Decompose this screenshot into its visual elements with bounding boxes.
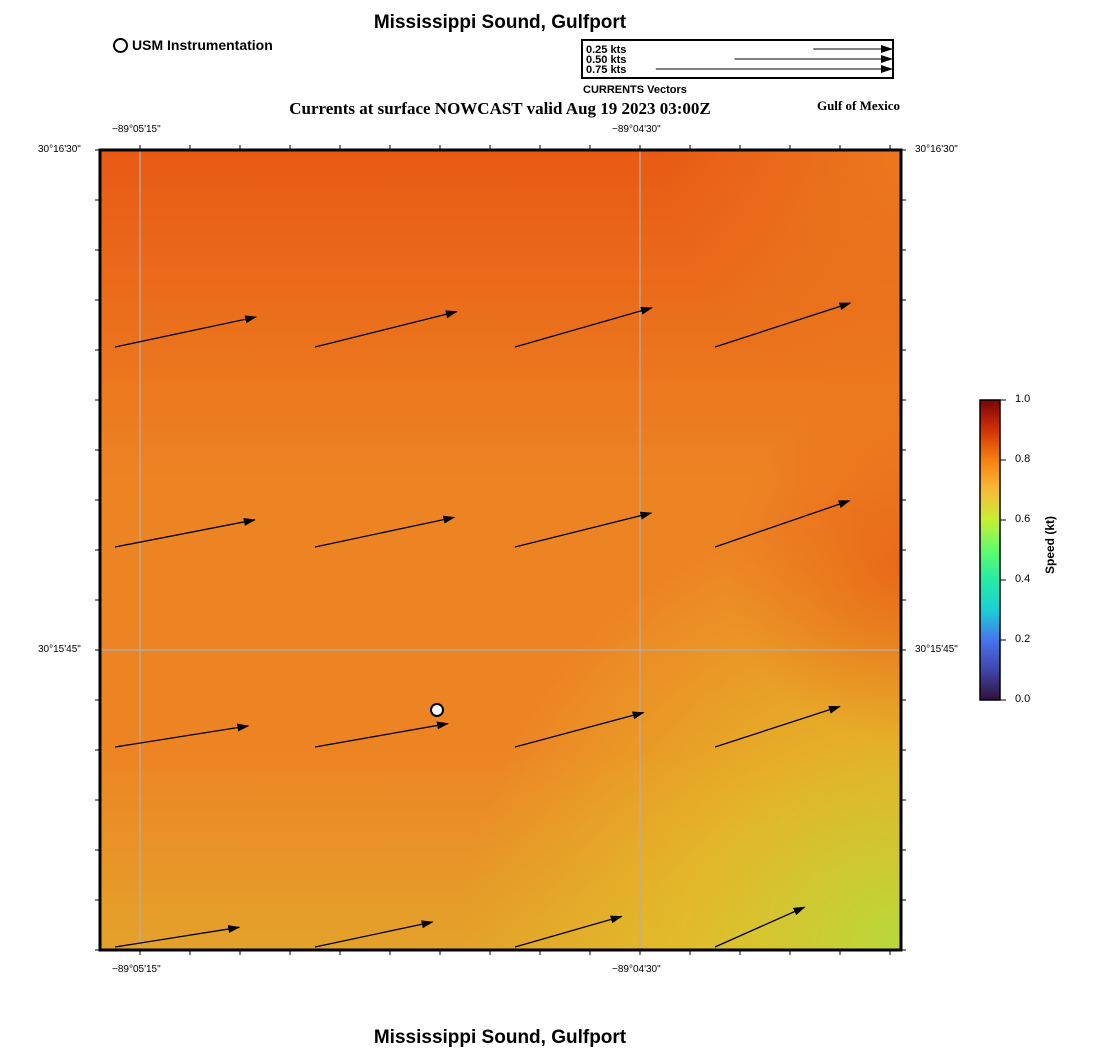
current-vector: [714, 302, 852, 348]
current-vector: [114, 723, 250, 748]
colorbar-tick-3: 0.6: [1015, 513, 1031, 525]
colorbar-label: Speed (kt): [1043, 516, 1057, 575]
lon-label-bottom-1: −89°05'15": [112, 964, 161, 975]
usm-station-marker[interactable]: [430, 703, 444, 717]
station-legend-label: USM Instrumentation: [132, 37, 273, 53]
lat-label-right-2: 30°15'45": [915, 644, 958, 655]
map-frame: [98, 148, 903, 952]
colorbar-ticks: [1000, 399, 1006, 701]
speed-field-corner: [100, 150, 901, 950]
colorbar-tick-1: 1.0: [1015, 393, 1031, 405]
current-vector: [314, 721, 449, 748]
map-title: Mississippi Sound, Gulfport: [373, 12, 627, 33]
current-vector: [514, 511, 653, 548]
vector-legend: 0.25 kts 0.50 kts 0.75 kts: [581, 39, 894, 79]
vector-legend-label-1: 0.25 kts: [586, 44, 627, 56]
colorbar-tick-2: 0.8: [1015, 453, 1031, 465]
colorbar-tick-4: 0.4: [1015, 573, 1031, 585]
region-label: Gulf of Mexico: [816, 98, 900, 113]
map-subtitle: Currents at surface NOWCAST valid Aug 19…: [289, 99, 711, 118]
current-vector: [714, 705, 841, 748]
current-vector: [514, 306, 653, 348]
lon-label-top-1: −89°05'15": [112, 124, 161, 135]
vector-legend-label-3: 0.75 kts: [586, 64, 627, 76]
current-vector: [714, 906, 806, 948]
current-vector: [314, 515, 456, 548]
lat-label-left-2: 30°15'45": [38, 644, 81, 655]
colorbar-tick-5: 0.2: [1015, 633, 1031, 645]
current-vector: [314, 310, 458, 348]
current-vector: [114, 925, 241, 948]
lon-label-top-2: −89°04'30": [612, 124, 661, 135]
lat-label-right-1: 30°16'30": [915, 144, 958, 155]
speed-colorbar: [979, 399, 1001, 701]
lat-label-left-1: 30°16'30": [38, 144, 81, 155]
current-vector: [114, 315, 258, 348]
current-vector: [114, 517, 256, 548]
current-vector: [514, 711, 645, 748]
current-vector: [514, 915, 623, 948]
graticule: [100, 150, 901, 950]
lon-label-bottom-2: −89°04'30": [612, 964, 661, 975]
vector-legend-label-2: 0.50 kts: [586, 54, 627, 66]
station-legend: USM Instrumentation: [113, 37, 273, 53]
current-vector: [314, 920, 434, 948]
vector-legend-caption: CURRENTS Vectors: [583, 84, 687, 96]
current-vectors: [114, 302, 852, 948]
current-vector: [714, 500, 851, 548]
vector-legend-arrows: [655, 45, 893, 73]
colorbar-tick-6: 0.0: [1015, 693, 1031, 705]
map-footer-title: Mississippi Sound, Gulfport: [373, 1027, 627, 1048]
station-marker-icon: [113, 37, 128, 53]
